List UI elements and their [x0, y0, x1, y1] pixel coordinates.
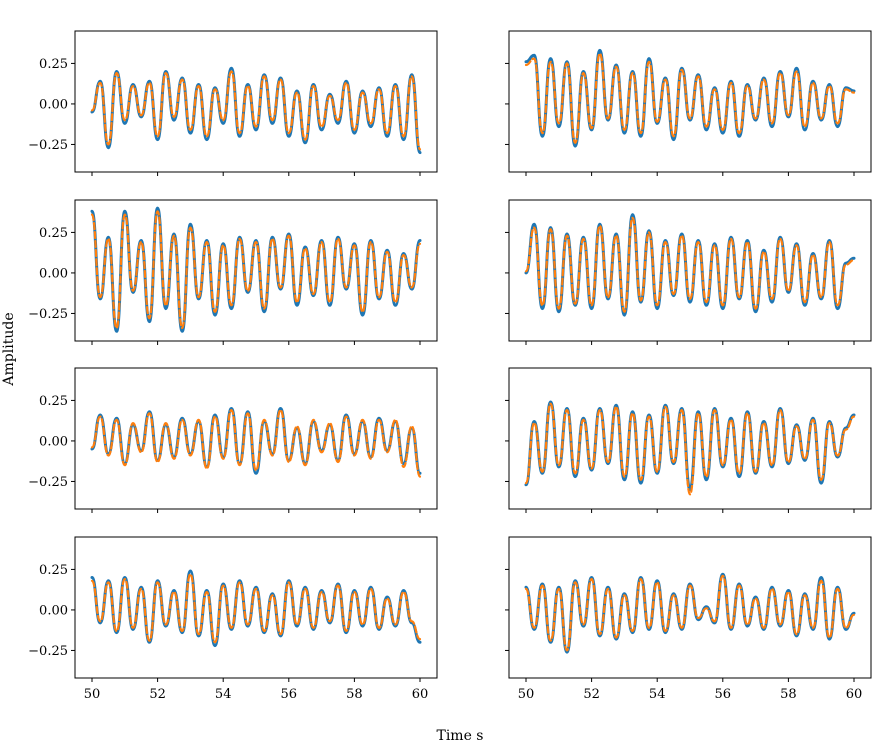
y-tick-label: −0.25: [28, 138, 68, 153]
series-line-2: [524, 574, 856, 652]
subplot-3-2: [505, 367, 872, 513]
y-tick-label: 0.25: [39, 57, 68, 72]
x-axis-title: Time s: [436, 728, 483, 742]
x-tick-label: 52: [149, 687, 166, 702]
x-tick-label: 50: [518, 687, 535, 702]
subplot-1-2: [505, 30, 872, 176]
plot-frame: [508, 30, 872, 173]
y-tick-label: 0.00: [39, 434, 68, 449]
plot-frame: [508, 199, 872, 342]
series-line-2: [524, 52, 856, 144]
series-line-2: [524, 402, 856, 496]
x-tick-label: 54: [649, 687, 666, 702]
y-tick-label: 0.00: [39, 603, 68, 618]
series-line-1: [524, 48, 856, 148]
x-tick-label: 56: [281, 687, 298, 702]
plot-frame: [508, 536, 872, 679]
y-tick-label: −0.25: [28, 307, 68, 322]
x-tick-label: 60: [846, 687, 863, 702]
y-tick-label: 0.25: [39, 394, 68, 409]
series-line-1: [90, 569, 422, 648]
x-tick-label: 50: [84, 687, 101, 702]
x-tick-label: 60: [412, 687, 429, 702]
subplot-4-2: 50 52 54 56 58 60: [505, 536, 872, 702]
y-tick-label: −0.25: [28, 644, 68, 659]
y-tick-label: 0.00: [39, 97, 68, 112]
plot-frame: [74, 367, 438, 510]
series-line-2: [90, 210, 422, 330]
subplot-2-1: 0.25 0.00 −0.25: [28, 199, 438, 345]
x-tick-label: 56: [715, 687, 732, 702]
series-line-1: [524, 400, 856, 492]
subplot-2-2: [505, 199, 872, 345]
subplot-3-1: 0.25 0.00 −0.25: [28, 367, 438, 513]
series-line-1: [90, 407, 422, 475]
y-tick-label: 0.00: [39, 266, 68, 281]
series-line-2: [90, 70, 422, 151]
x-tick-label: 58: [780, 687, 797, 702]
plot-frame: [74, 199, 438, 342]
subplot-grid: 0.250.00−0.250.250.00−0.250.250.00−0.250…: [28, 30, 872, 702]
y-tick-label: 0.25: [39, 226, 68, 241]
plot-frame: [74, 536, 438, 679]
series-line-1: [90, 206, 422, 333]
series-line-2: [90, 573, 422, 644]
series-line-1: [90, 66, 422, 155]
subplot-4-1: 0.25 0.00 −0.25 50 52 54 56 58 60: [28, 536, 438, 702]
x-tick-label: 54: [215, 687, 232, 702]
series-line-1: [524, 213, 856, 317]
x-tick-label: 58: [346, 687, 363, 702]
subplot-1-1: 0.25 0.00 −0.25: [28, 30, 438, 176]
plot-frame: [508, 367, 872, 510]
y-axis-title: Amplitude: [1, 312, 17, 386]
series-line-2: [524, 216, 856, 313]
y-tick-label: −0.25: [28, 475, 68, 490]
x-tick-label: 52: [583, 687, 600, 702]
y-tick-label: 0.25: [39, 563, 68, 578]
series-line-2: [90, 409, 422, 478]
plot-frame: [74, 30, 438, 173]
